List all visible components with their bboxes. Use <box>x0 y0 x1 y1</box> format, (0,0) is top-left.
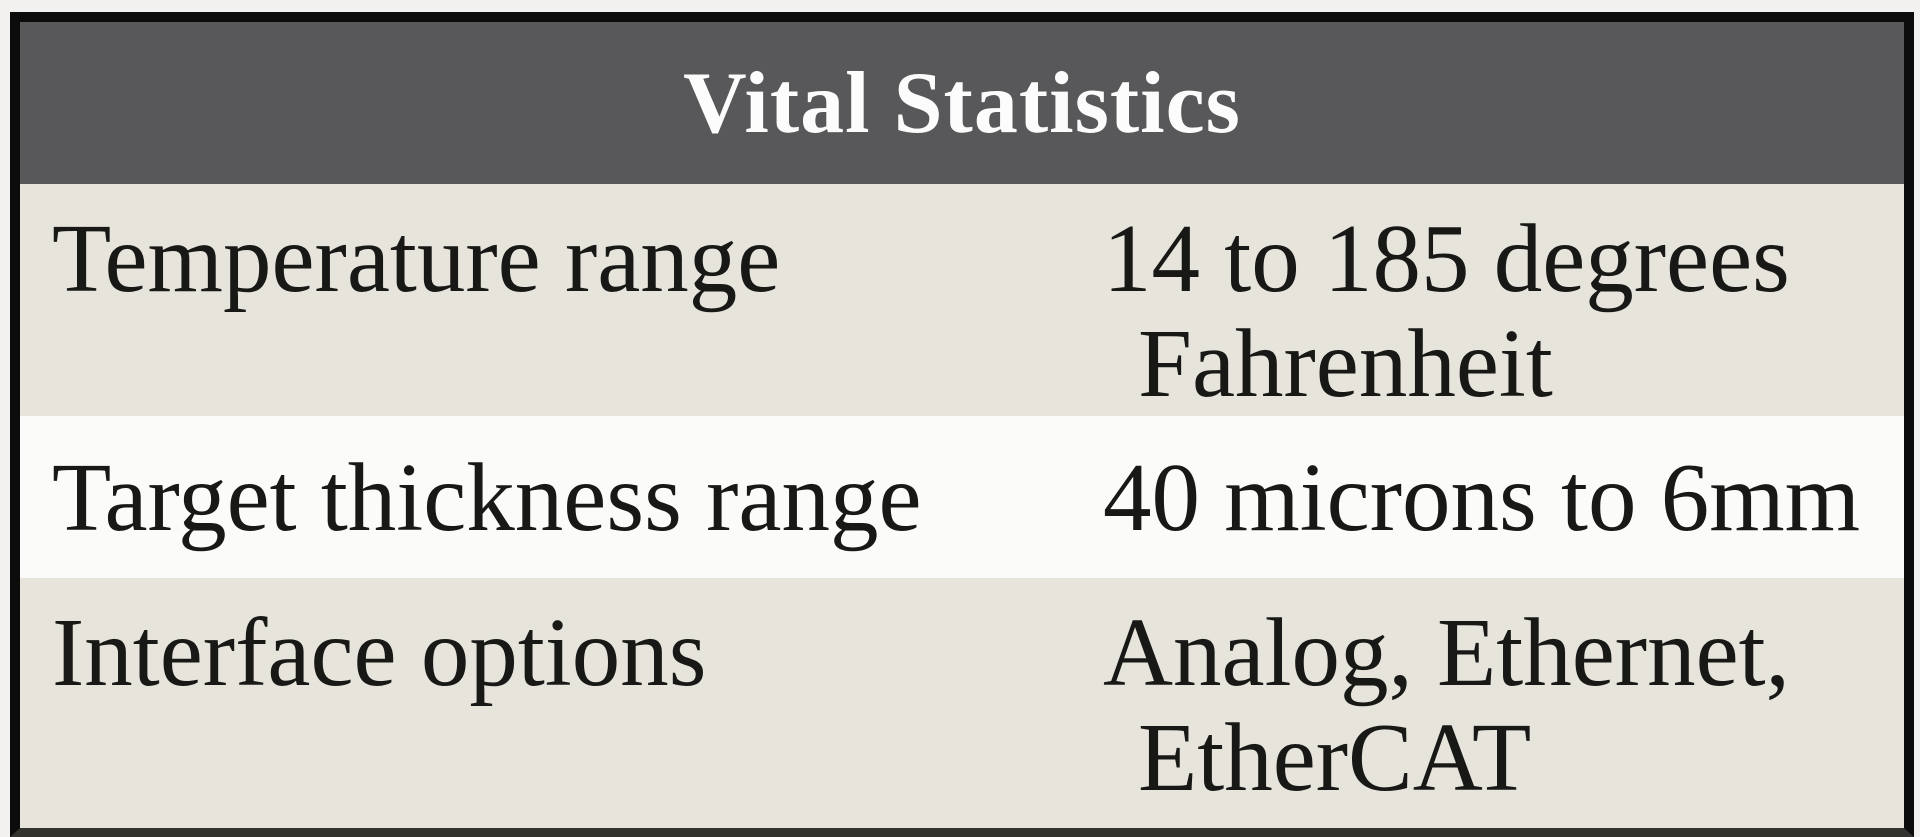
table-title: Vital Statistics <box>683 54 1241 152</box>
row-label-temperature-range: Temperature range <box>52 205 781 312</box>
row-label-target-thickness-range: Target thickness range <box>52 443 922 551</box>
vital-statistics-table: Vital Statistics Temperature range 14 to… <box>10 12 1914 837</box>
table-row: Target thickness range 40 microns to 6mm <box>20 416 1904 578</box>
table-row: Temperature range 14 to 185 degrees Fahr… <box>20 184 1904 416</box>
table-header: Vital Statistics <box>20 22 1904 184</box>
row-value-temperature-range: 14 to 185 degrees Fahrenheit <box>1103 205 1790 417</box>
row-value-interface-options: Analog, Ethernet, EtherCAT <box>1103 599 1790 811</box>
row-label-interface-options: Interface options <box>52 599 707 706</box>
row-value-target-thickness-range: 40 microns to 6mm <box>1103 443 1861 551</box>
table-row: Interface options Analog, Ethernet, Ethe… <box>20 578 1904 828</box>
